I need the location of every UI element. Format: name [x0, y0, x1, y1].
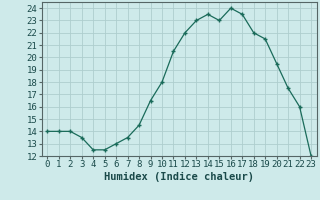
- X-axis label: Humidex (Indice chaleur): Humidex (Indice chaleur): [104, 172, 254, 182]
